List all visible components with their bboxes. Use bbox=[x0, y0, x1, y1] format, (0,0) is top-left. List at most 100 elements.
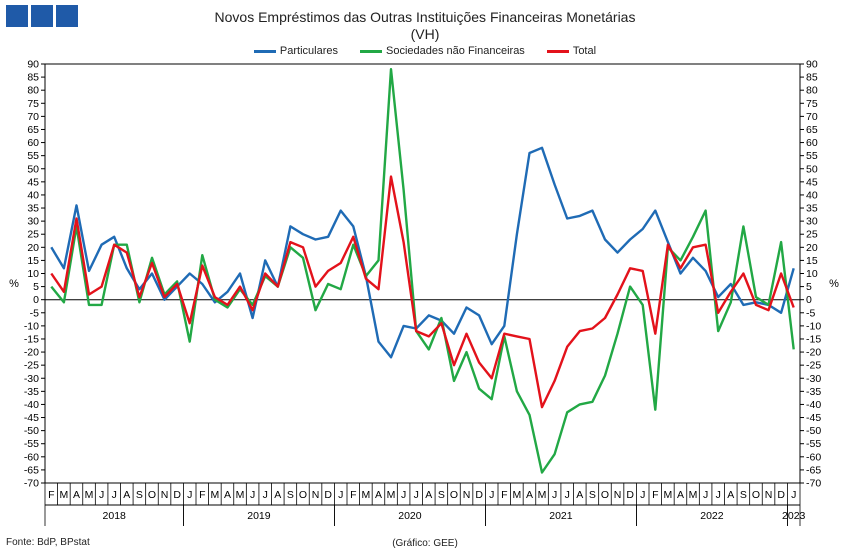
x-tick-label: N bbox=[161, 489, 169, 501]
x-tick-label: J bbox=[112, 489, 117, 501]
legend-item-sociedades: Sociedades não Financeiras bbox=[360, 45, 525, 57]
x-tick-label: M bbox=[236, 489, 245, 501]
y-tick-label-right: -30 bbox=[806, 373, 821, 385]
x-tick-label: N bbox=[463, 489, 471, 501]
y-axis-left: 908580757065605550454035302520151050-5-1… bbox=[24, 59, 45, 490]
legend-label-sociedades: Sociedades não Financeiras bbox=[386, 45, 525, 57]
y-tick-label-right: -10 bbox=[806, 320, 821, 332]
y-tick-label-right: 40 bbox=[806, 189, 818, 201]
x-tick-label: J bbox=[263, 489, 268, 501]
x-tick-label: F bbox=[350, 489, 356, 501]
credit-note: (Gráfico: GEE) bbox=[392, 538, 458, 549]
y-tick-label-left: -15 bbox=[24, 333, 39, 345]
x-tick-label: S bbox=[438, 489, 445, 501]
x-tick-label: M bbox=[211, 489, 220, 501]
x-tick-label: F bbox=[48, 489, 54, 501]
legend-item-total: Total bbox=[546, 45, 597, 57]
x-tick-label: N bbox=[312, 489, 320, 501]
x-tick-label: J bbox=[716, 489, 721, 501]
y-tick-label-right: -20 bbox=[806, 347, 821, 359]
y-tick-label-left: -70 bbox=[24, 478, 39, 490]
y-tick-label-left: -65 bbox=[24, 464, 39, 476]
y-tick-label-right: -65 bbox=[806, 464, 821, 476]
x-tick-label: J bbox=[552, 489, 557, 501]
x-tick-label: J bbox=[401, 489, 406, 501]
x-tick-label: O bbox=[601, 489, 609, 501]
y-axis-right: 908580757065605550454035302520151050-5-1… bbox=[800, 59, 821, 490]
y-tick-label-left: 10 bbox=[27, 268, 39, 280]
legend: Particulares Sociedades não Financeiras … bbox=[0, 45, 850, 57]
x-tick-label: S bbox=[136, 489, 143, 501]
x-tick-label: O bbox=[299, 489, 307, 501]
legend-label-total: Total bbox=[572, 45, 597, 57]
y-tick-label-left: -55 bbox=[24, 438, 39, 450]
y-tick-label-right: -70 bbox=[806, 478, 821, 490]
chart-title: Novos Empréstimos das Outras Instituiçõe… bbox=[214, 9, 636, 25]
y-tick-label-right: -60 bbox=[806, 451, 821, 463]
y-tick-label-left: 0 bbox=[33, 294, 39, 306]
x-tick-label: S bbox=[740, 489, 747, 501]
x-tick-label: J bbox=[565, 489, 570, 501]
y-tick-label-right: 45 bbox=[806, 176, 818, 188]
x-tick-label: N bbox=[765, 489, 773, 501]
y-tick-label-left: -5 bbox=[30, 307, 39, 319]
x-tick-label: M bbox=[60, 489, 69, 501]
x-tick-label: F bbox=[199, 489, 205, 501]
x-tick-label: O bbox=[148, 489, 156, 501]
x-tick-label: N bbox=[614, 489, 622, 501]
series-lines bbox=[50, 67, 795, 474]
x-tick-label: F bbox=[501, 489, 507, 501]
x-tick-label: J bbox=[250, 489, 255, 501]
year-label: 2018 bbox=[103, 510, 127, 522]
x-tick-label: A bbox=[677, 489, 684, 501]
logo-square-2 bbox=[31, 5, 53, 27]
y-tick-label-right: 15 bbox=[806, 255, 818, 267]
y-tick-label-left: 70 bbox=[27, 111, 39, 123]
y-tick-label-right: 90 bbox=[806, 59, 818, 71]
x-tick-label: O bbox=[752, 489, 760, 501]
y-tick-label-right: 20 bbox=[806, 242, 818, 254]
y-tick-label-left: 65 bbox=[27, 124, 39, 136]
y-tick-label-left: 85 bbox=[27, 72, 39, 84]
y-tick-label-right: 30 bbox=[806, 216, 818, 228]
x-tick-label: J bbox=[703, 489, 708, 501]
chart-title-block: Novos Empréstimos das Outras Instituiçõe… bbox=[0, 9, 850, 43]
x-tick-label: D bbox=[475, 489, 483, 501]
y-tick-label-left: 50 bbox=[27, 163, 39, 175]
legend-item-particulares: Particulares bbox=[253, 45, 338, 57]
y-tick-label-left: -35 bbox=[24, 386, 39, 398]
x-tick-label: F bbox=[652, 489, 658, 501]
x-tick-label: S bbox=[589, 489, 596, 501]
x-tick-label: M bbox=[513, 489, 522, 501]
year-label: 2022 bbox=[700, 510, 724, 522]
y-tick-label-right: 85 bbox=[806, 72, 818, 84]
legend-label-particulares: Particulares bbox=[279, 45, 338, 57]
y-tick-label-right: -25 bbox=[806, 360, 821, 372]
legend-swatch-sociedades bbox=[360, 49, 382, 53]
y-tick-label-right: 55 bbox=[806, 150, 818, 162]
x-tick-label: M bbox=[362, 489, 371, 501]
logo bbox=[6, 5, 78, 27]
y-tick-label-right: 5 bbox=[806, 281, 812, 293]
x-tick-label: A bbox=[526, 489, 533, 501]
y-tick-label-right: -15 bbox=[806, 333, 821, 345]
y-tick-label-right: -45 bbox=[806, 412, 821, 424]
y-tick-label-right: 0 bbox=[806, 294, 812, 306]
y-tick-label-right: -35 bbox=[806, 386, 821, 398]
x-tick-label: D bbox=[324, 489, 332, 501]
x-tick-label: A bbox=[425, 489, 432, 501]
year-label: 2019 bbox=[247, 510, 271, 522]
y-tick-label-left: -60 bbox=[24, 451, 39, 463]
x-tick-label: A bbox=[224, 489, 231, 501]
y-tick-label-right: 35 bbox=[806, 203, 818, 215]
y-tick-label-left: 25 bbox=[27, 229, 39, 241]
series-line-total bbox=[50, 175, 795, 409]
x-tick-label: J bbox=[99, 489, 104, 501]
x-tick-label: M bbox=[689, 489, 698, 501]
x-tick-label: M bbox=[664, 489, 673, 501]
year-label: 2021 bbox=[549, 510, 573, 522]
x-tick-label: J bbox=[640, 489, 645, 501]
y-tick-label-right: 50 bbox=[806, 163, 818, 175]
